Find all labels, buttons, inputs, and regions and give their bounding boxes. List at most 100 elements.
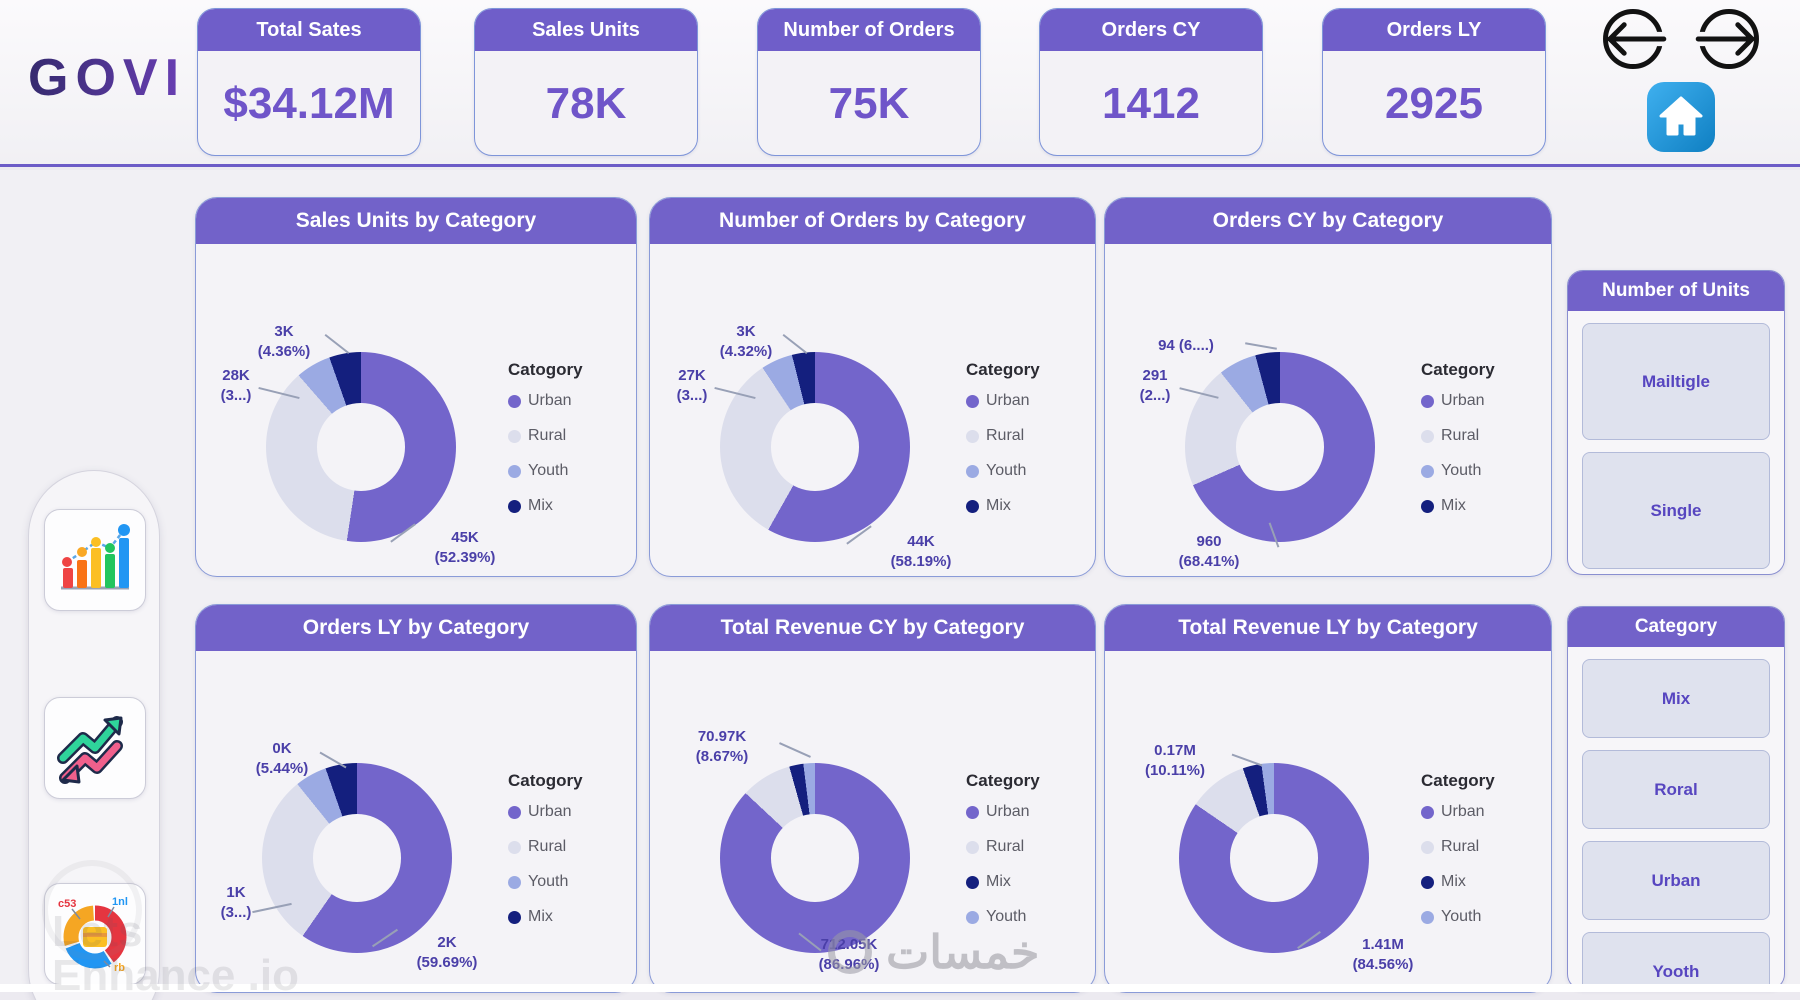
donut-total-revenue-cy[interactable] bbox=[720, 763, 910, 953]
legend-dot bbox=[966, 499, 979, 513]
chart-body: 70.97K (8.67%) 712.05K (86.96%) Category U… bbox=[650, 651, 1095, 992]
legend-dot bbox=[966, 840, 979, 854]
kpi-value: 1412 bbox=[1102, 79, 1200, 128]
svg-text:rb: rb bbox=[114, 962, 125, 974]
legend-dot bbox=[966, 394, 979, 408]
donut-orders-ly[interactable] bbox=[262, 763, 452, 953]
legend-dot bbox=[508, 840, 521, 854]
data-label: 1K (3...) bbox=[220, 884, 252, 921]
chart-body: 0K (5.44%) 1K (3...) 2K (59.69%) Catogory U… bbox=[196, 651, 636, 992]
chart-card-orders-ly: Orders LY by Category 0K (5.44%) 1K (3...)… bbox=[195, 604, 637, 993]
back-arrow-icon[interactable] bbox=[1592, 6, 1674, 72]
forward-arrow-icon[interactable] bbox=[1688, 6, 1770, 72]
legend-dot bbox=[1421, 499, 1434, 513]
data-label: 44K (58.19%) bbox=[890, 533, 952, 570]
kpi-value: 75K bbox=[828, 79, 910, 128]
kpi-title: Number of Orders bbox=[758, 9, 980, 51]
data-label: 70.97K (8.67%) bbox=[695, 728, 749, 765]
sidebar-item-bar-chart[interactable] bbox=[44, 509, 146, 611]
data-label: 960 (68.41%) bbox=[1178, 533, 1240, 570]
data-label: 3K (4.32%) bbox=[719, 323, 773, 360]
top-bar: GOVI Total Sates $34.12M Sales Units 78K… bbox=[0, 0, 1800, 167]
legend-dot bbox=[1421, 464, 1434, 478]
filter-panel-title: Number of Units bbox=[1568, 271, 1784, 311]
filter-button-mix[interactable]: Mix bbox=[1582, 659, 1770, 738]
filter-panel-category: Category Mix Roral Urban Yooth bbox=[1567, 606, 1785, 990]
kpi-card-orders-ly: Orders LY 2925 bbox=[1322, 8, 1546, 156]
legend-dot bbox=[508, 910, 521, 924]
chart-title: Total Revenue LY by Category bbox=[1105, 605, 1551, 651]
data-label: 0.17M (10.11%) bbox=[1144, 742, 1206, 779]
donut-number-of-orders[interactable] bbox=[720, 352, 910, 542]
chart-card-total-revenue-cy: Total Revenue CY by Category 70.97K (8.67… bbox=[649, 604, 1096, 993]
data-label: 28K (3...) bbox=[220, 367, 252, 404]
legend-dot bbox=[508, 464, 521, 478]
kpi-value: $34.12M bbox=[223, 79, 395, 128]
filter-button-single[interactable]: Single bbox=[1582, 452, 1770, 569]
legend-dot bbox=[1421, 875, 1434, 889]
chart-body: 3K (4.36%) 28K (3...) 45K (52.39%) Catogory… bbox=[196, 244, 636, 576]
data-label: 712.05K (86.96%) bbox=[818, 936, 880, 973]
legend-dot bbox=[1421, 805, 1434, 819]
kpi-card-sales-units: Sales Units 78K bbox=[474, 8, 698, 156]
legend-dot bbox=[508, 429, 521, 443]
legend-dot bbox=[1421, 394, 1434, 408]
chart-title: Total Revenue CY by Category bbox=[650, 605, 1095, 651]
kpi-value: 2925 bbox=[1385, 79, 1483, 128]
chart-card-sales-units: Sales Units by Category 3K (4.36%) 28K (3.… bbox=[195, 197, 637, 577]
filter-button-youth[interactable]: Yooth bbox=[1582, 932, 1770, 989]
kpi-title: Orders LY bbox=[1323, 9, 1545, 51]
legend-dot bbox=[966, 875, 979, 889]
govi-logo: GOVI bbox=[28, 49, 187, 107]
chart-title: Orders CY by Category bbox=[1105, 198, 1551, 244]
chart-body: 3K (4.32%) 27K (3...) 44K (58.19%) Category… bbox=[650, 244, 1095, 576]
chart-card-number-of-orders: Number of Orders by Category 3K (4.32%) 2… bbox=[649, 197, 1096, 577]
chart-title: Number of Orders by Category bbox=[650, 198, 1095, 244]
svg-text:c53: c53 bbox=[58, 898, 76, 910]
chart-card-total-revenue-ly: Total Revenue LY by Category 0.17M (10.11… bbox=[1104, 604, 1552, 993]
sidebar-item-donut-chart[interactable]: c53 1nl rb bbox=[44, 883, 146, 985]
data-label: 94 (6....) bbox=[1158, 337, 1214, 354]
data-label: 291 (2...) bbox=[1139, 367, 1171, 404]
filter-panel-title: Category bbox=[1568, 607, 1784, 647]
data-label: 0K (5.44%) bbox=[255, 740, 309, 777]
data-label: 3K (4.36%) bbox=[257, 323, 311, 360]
kpi-title: Total Sates bbox=[198, 9, 420, 51]
data-label: 1.41M (84.56%) bbox=[1352, 936, 1414, 973]
data-label: 2K (59.69%) bbox=[416, 934, 478, 971]
legend-dot bbox=[966, 910, 979, 924]
chart-body: 0.17M (10.11%) 1.41M (84.56%) Category Urb… bbox=[1105, 651, 1551, 992]
legend-dot bbox=[966, 464, 979, 478]
bottom-strip bbox=[0, 984, 1800, 992]
legend: Category Urban Rural Mix Youth bbox=[1421, 771, 1495, 925]
legend: Catogory Urban Rural Youth Mix bbox=[508, 360, 583, 514]
legend-dot bbox=[508, 805, 521, 819]
legend-dot bbox=[1421, 429, 1434, 443]
legend-dot bbox=[1421, 840, 1434, 854]
filter-button-multiple[interactable]: Mailtigle bbox=[1582, 323, 1770, 440]
trend-arrows-icon bbox=[57, 716, 123, 784]
chart-title: Sales Units by Category bbox=[196, 198, 636, 244]
donut-orders-cy[interactable] bbox=[1185, 352, 1375, 542]
data-label: 27K (3...) bbox=[676, 367, 708, 404]
home-icon[interactable] bbox=[1645, 80, 1717, 154]
donut-total-revenue-ly[interactable] bbox=[1179, 763, 1369, 953]
kpi-title: Orders CY bbox=[1040, 9, 1262, 51]
kpi-card-orders-cy: Orders CY 1412 bbox=[1039, 8, 1263, 156]
donut-sales-units[interactable] bbox=[266, 352, 456, 542]
chart-body: 94 (6....) 291 (2...) 960 (68.41%) Categor… bbox=[1105, 244, 1551, 576]
filter-button-urban[interactable]: Urban bbox=[1582, 841, 1770, 920]
kpi-card-number-of-orders: Number of Orders 75K bbox=[757, 8, 981, 156]
kpi-card-total-sales: Total Sates $34.12M bbox=[197, 8, 421, 156]
page-navigation bbox=[1592, 6, 1770, 72]
svg-text:1nl: 1nl bbox=[112, 896, 128, 908]
legend-dot bbox=[966, 805, 979, 819]
kpi-title: Sales Units bbox=[475, 9, 697, 51]
legend-dot bbox=[508, 875, 521, 889]
sidebar-item-trends[interactable] bbox=[44, 697, 146, 799]
filter-panel-number-of-units: Number of Units Mailtigle Single bbox=[1567, 270, 1785, 575]
data-label: 45K (52.39%) bbox=[434, 529, 496, 566]
legend-dot bbox=[1421, 910, 1434, 924]
legend: Category Urban Rural Youth Mix bbox=[1421, 360, 1495, 514]
filter-button-rural[interactable]: Roral bbox=[1582, 750, 1770, 829]
